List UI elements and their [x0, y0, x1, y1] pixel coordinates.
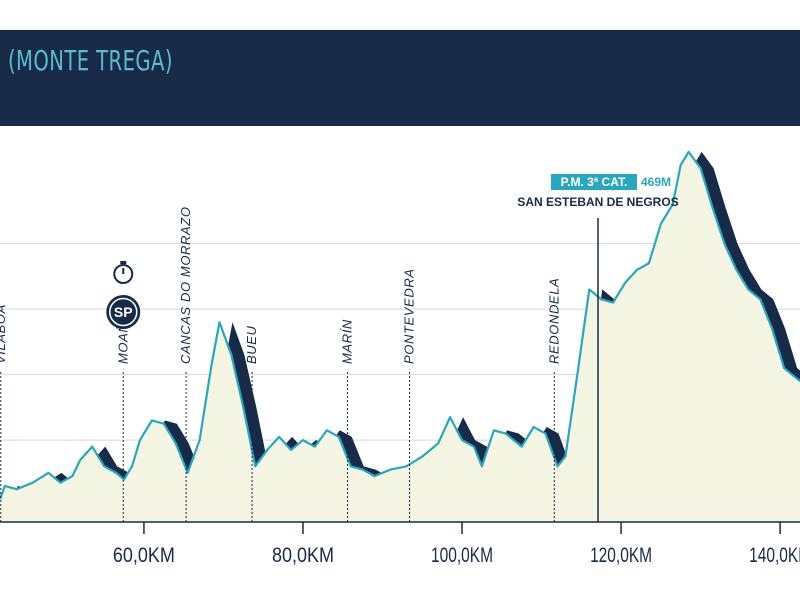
header-banner: (MONTE TREGA) — [0, 30, 800, 126]
stopwatch-crown — [120, 261, 127, 264]
climb-category-label: P.M. 3ª CAT. — [561, 175, 628, 189]
sprint-badge-ring — [109, 297, 138, 327]
town-label: VILABOA — [0, 304, 8, 364]
profile-line — [0, 150, 800, 500]
town-label: BUEU — [244, 325, 259, 364]
x-tick-label: 120,0KM — [590, 544, 652, 567]
town-label: MARÍN — [340, 319, 355, 364]
x-tick-label: 60,0KM — [113, 544, 175, 567]
x-tick-label: 80,0KM — [272, 544, 334, 567]
climb-altitude-label: 469M — [641, 175, 671, 189]
sprint-badge — [106, 295, 141, 329]
profile-area — [0, 151, 800, 522]
climb-category-badge — [551, 174, 637, 190]
stopwatch-icon — [113, 264, 134, 284]
town-label: PONTEVEDRA — [402, 268, 417, 364]
climb-name-label: SAN ESTEBAN DE NEGROS — [517, 195, 678, 209]
sprint-label: SP — [114, 304, 133, 320]
stage-title: (MONTE TREGA) — [8, 44, 173, 77]
town-label: REDONDELA — [546, 278, 561, 364]
x-tick-label: 140,0KM — [749, 544, 800, 567]
town-label: CANCAS DO MORRAZO — [178, 206, 193, 364]
x-tick-label: 100,0KM — [431, 544, 493, 567]
